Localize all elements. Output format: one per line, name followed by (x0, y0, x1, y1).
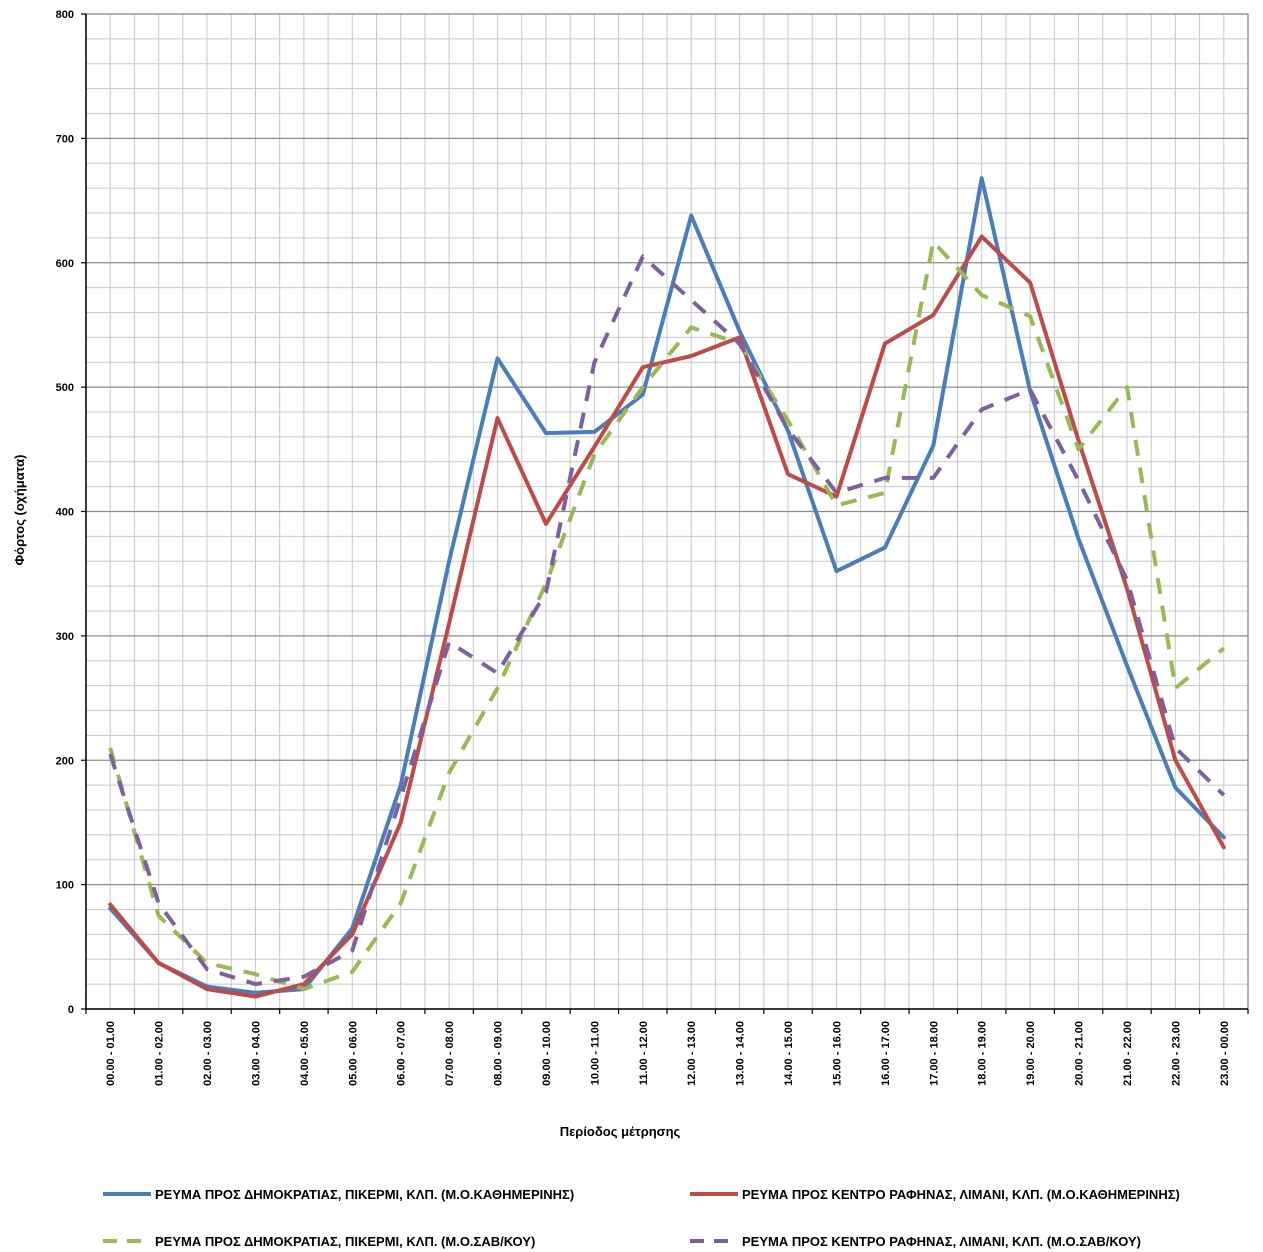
y-tick-label: 700 (56, 133, 74, 145)
x-tick-label: 17.00 - 18.00 (928, 1021, 940, 1086)
legend-label-1: ΡΕΥΜΑ ΠΡΟΣ ΔΗΜΟΚΡΑΤΙΑΣ, ΠΙΚΕΡΜΙ, ΚΛΠ. (Μ… (155, 1187, 574, 1202)
x-tick-label: 07.00 - 08.00 (444, 1021, 456, 1086)
series-line-1 (108, 176, 1226, 995)
x-tick-label: 06.00 - 07.00 (396, 1021, 408, 1086)
x-tick-label: 04.00 - 05.00 (299, 1021, 311, 1086)
x-tick-label: 08.00 - 09.00 (493, 1021, 505, 1086)
x-tick-label: 22.00 - 23.00 (1170, 1021, 1182, 1086)
series-line-3 (108, 239, 1226, 992)
x-tick-label: 03.00 - 04.00 (250, 1021, 262, 1086)
y-axis-title: Φόρτος (οχήματα) (12, 455, 27, 566)
x-tick-label: 23.00 - 00.00 (1219, 1021, 1231, 1086)
y-tick-label: 600 (56, 258, 74, 270)
y-tick-label: 100 (56, 880, 74, 892)
x-tick-label: 09.00 - 10.00 (541, 1021, 553, 1086)
x-tick-label: 14.00 - 15.00 (783, 1021, 795, 1086)
major-gridlines (86, 137, 1248, 886)
y-tick-label: 200 (56, 755, 74, 767)
legend-label-2: ΡΕΥΜΑ ΠΡΟΣ ΚΕΝΤΡΟ ΡΑΦΗΝΑΣ, ΛΙΜΑΝΙ, ΚΛΠ. … (742, 1187, 1180, 1202)
series-lines (108, 176, 1226, 999)
x-tick-label: 01.00 - 02.00 (154, 1021, 166, 1086)
x-tick-label: 18.00 - 19.00 (977, 1021, 989, 1086)
series-line-2 (108, 234, 1226, 999)
x-axis-tick-labels: 00.00 - 01.00 01.00 - 02.00 02.00 - 03.00 0… (105, 1021, 1231, 1086)
plot-area-frame (81, 13, 1249, 1014)
y-axis-tick-labels: 0 100 200 300 400 500 600 700 800 (56, 9, 74, 1016)
x-tick-label: 05.00 - 06.00 (347, 1021, 359, 1086)
y-tick-label: 800 (56, 9, 74, 21)
x-tick-label: 20.00 - 21.00 (1074, 1021, 1086, 1086)
x-tick-label: 00.00 - 01.00 (105, 1021, 117, 1086)
x-tick-label: 21.00 - 22.00 (1122, 1021, 1134, 1086)
x-tick-label: 10.00 - 11.00 (589, 1021, 601, 1085)
x-tick-label: 13.00 - 14.00 (735, 1021, 747, 1086)
x-tick-label: 11.00 - 12.00 (638, 1021, 650, 1085)
x-tick-label: 15.00 - 16.00 (831, 1021, 843, 1086)
x-tick-label: 02.00 - 03.00 (202, 1021, 214, 1086)
x-tick-label: 16.00 - 17.00 (880, 1021, 892, 1086)
y-tick-label: 500 (56, 382, 74, 394)
x-tick-label: 19.00 - 20.00 (1025, 1021, 1037, 1086)
y-tick-label: 0 (68, 1004, 74, 1016)
y-tick-label: 400 (56, 507, 74, 519)
y-tick-label: 300 (56, 631, 74, 643)
x-tick-label: 12.00 - 13.00 (686, 1021, 698, 1086)
legend-label-4: ΡΕΥΜΑ ΠΡΟΣ ΚΕΝΤΡΟ ΡΑΦΗΝΑΣ, ΛΙΜΑΝΙ, ΚΛΠ. … (742, 1234, 1141, 1249)
legend-label-3: ΡΕΥΜΑ ΠΡΟΣ ΔΗΜΟΚΡΑΤΙΑΣ, ΠΙΚΕΡΜΙ, ΚΛΠ. (Μ… (155, 1234, 535, 1249)
legend: ΡΕΥΜΑ ΠΡΟΣ ΔΗΜΟΚΡΑΤΙΑΣ, ΠΙΚΕΡΜΙ, ΚΛΠ. (Μ… (103, 1187, 1180, 1249)
x-axis-title: Περίοδος μέτρησης (560, 1124, 681, 1139)
